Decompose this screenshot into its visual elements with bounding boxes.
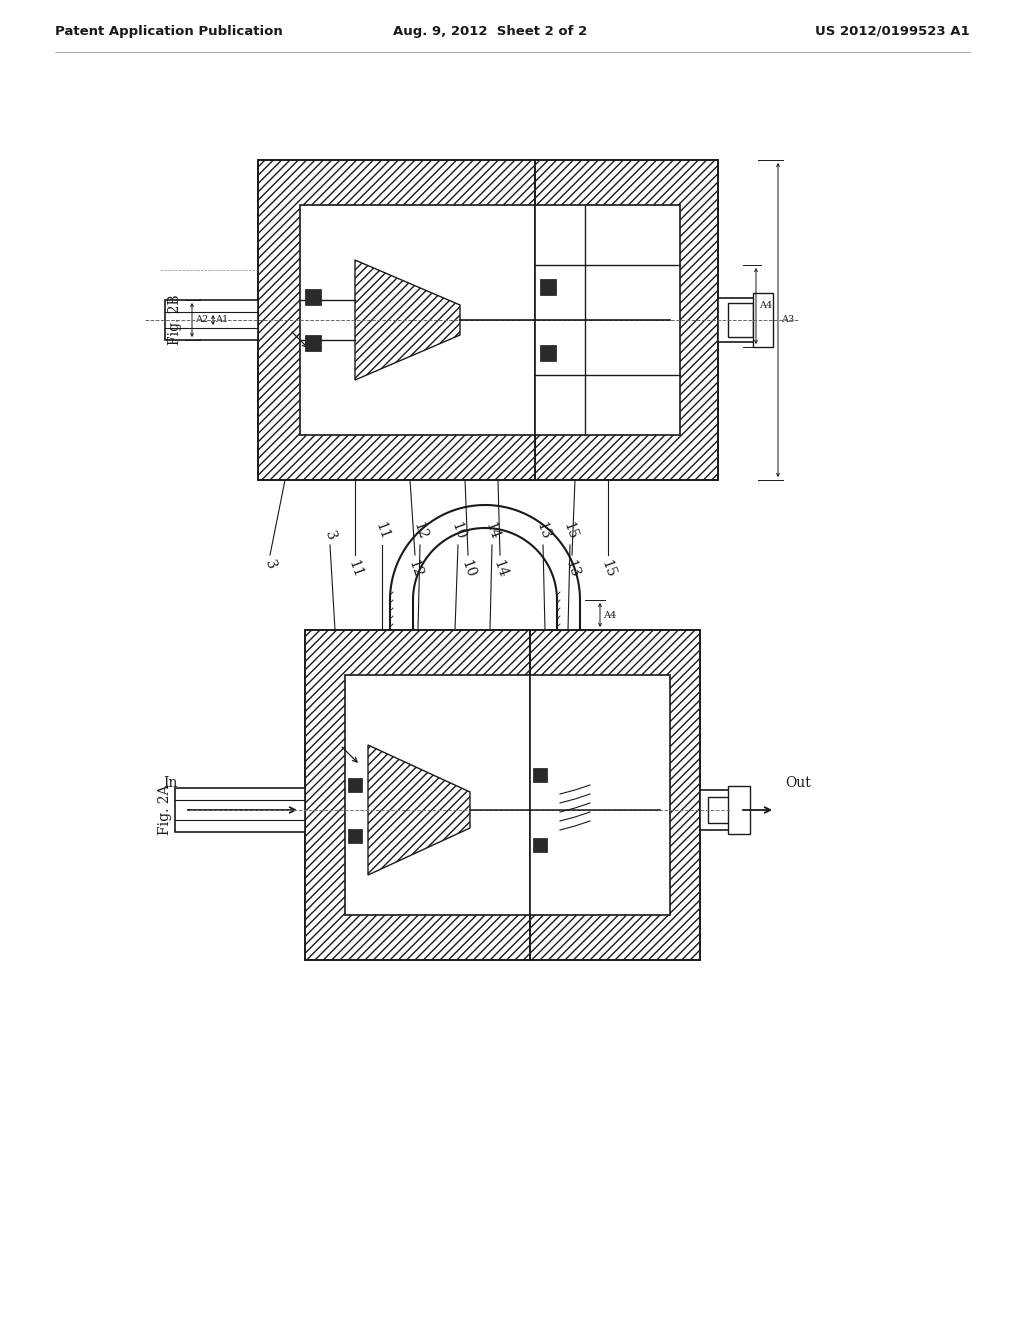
Bar — [305, 289, 321, 305]
Text: A3: A3 — [781, 315, 795, 325]
Text: 10: 10 — [459, 558, 477, 579]
Bar — [175, 788, 305, 832]
Bar — [300, 205, 535, 436]
Bar — [718, 298, 763, 342]
Polygon shape — [355, 260, 460, 380]
Text: 12: 12 — [411, 520, 430, 543]
Text: 11: 11 — [373, 520, 391, 543]
Bar — [305, 335, 321, 351]
Text: 15: 15 — [560, 520, 580, 543]
Text: US 2012/0199523 A1: US 2012/0199523 A1 — [815, 25, 970, 38]
Bar — [535, 205, 680, 436]
Bar — [708, 797, 730, 822]
Bar — [305, 630, 530, 960]
Bar — [728, 304, 753, 337]
Text: 11: 11 — [345, 558, 365, 579]
Text: 3: 3 — [262, 558, 279, 572]
Bar — [345, 675, 530, 915]
Bar — [535, 160, 718, 480]
Bar — [530, 630, 700, 960]
Text: A2: A2 — [195, 315, 208, 325]
Bar — [534, 768, 547, 781]
Text: 14: 14 — [490, 558, 510, 579]
Text: Fig. 2B: Fig. 2B — [168, 294, 182, 346]
Text: Patent Application Publication: Patent Application Publication — [55, 25, 283, 38]
Text: 13: 13 — [534, 520, 553, 543]
Bar — [540, 345, 556, 360]
Bar — [165, 300, 258, 341]
Bar — [348, 777, 362, 792]
Text: A4: A4 — [603, 610, 616, 619]
Bar — [753, 293, 773, 347]
Text: In: In — [163, 776, 177, 789]
Text: A4: A4 — [759, 301, 772, 310]
Bar — [258, 160, 535, 480]
Bar — [700, 789, 745, 830]
Bar — [534, 838, 547, 851]
Text: 13: 13 — [562, 558, 582, 579]
Text: Out: Out — [785, 776, 811, 789]
Text: Fig. 2A: Fig. 2A — [158, 785, 172, 836]
Bar — [348, 829, 362, 843]
Text: A1: A1 — [215, 315, 228, 325]
Bar — [540, 279, 556, 294]
Text: 15: 15 — [598, 558, 617, 579]
Text: 3: 3 — [322, 529, 338, 543]
Text: Aug. 9, 2012  Sheet 2 of 2: Aug. 9, 2012 Sheet 2 of 2 — [393, 25, 587, 38]
Polygon shape — [368, 744, 470, 875]
Text: 10: 10 — [449, 520, 468, 543]
Bar — [728, 785, 750, 834]
Bar — [530, 675, 670, 915]
Text: 12: 12 — [406, 558, 425, 579]
Text: 14: 14 — [482, 520, 502, 543]
